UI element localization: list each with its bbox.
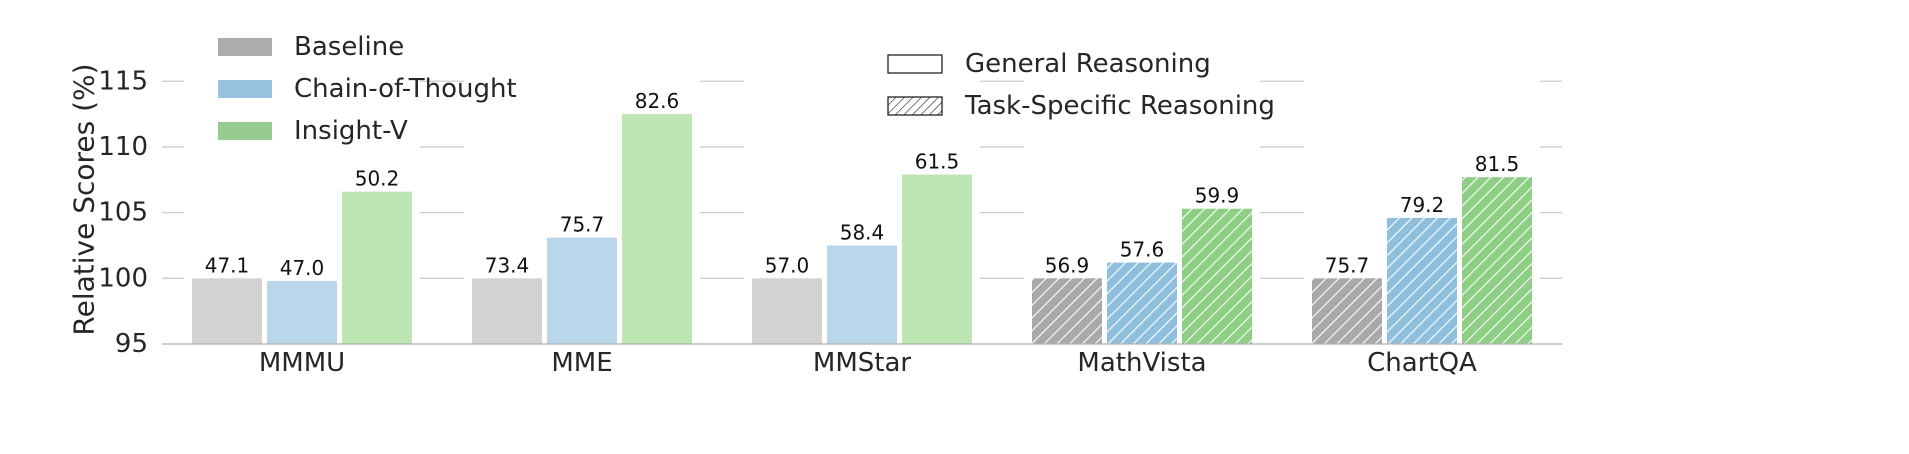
data-label-insight-v-mme: 82.6 [635, 89, 680, 113]
bar-chain-of-thought-mme [547, 237, 617, 344]
bar-insight-v-chartqa [1462, 177, 1532, 344]
bar-insight-v-mmstar [902, 174, 972, 344]
y-tick-label: 110 [98, 132, 148, 162]
x-tick-label-mmstar: MMStar [813, 348, 911, 378]
bar-baseline-mmmu [192, 278, 262, 344]
y-tick-label: 115 [98, 66, 148, 96]
bar-chain-of-thought-mmmu [267, 280, 337, 344]
legend-label-insight-v: Insight-V [294, 116, 408, 146]
legend-label-baseline: Baseline [294, 32, 404, 62]
x-tick-label-mmmu: MMMU [259, 348, 345, 378]
data-label-chain-of-thought-mathvista: 57.6 [1120, 238, 1165, 262]
bar-baseline-mme [472, 278, 542, 344]
y-tick-label: 100 [98, 263, 148, 293]
bar-baseline-mathvista [1032, 278, 1102, 344]
y-tick-label: 95 [115, 329, 148, 359]
x-tick-label-mathvista: MathVista [1077, 348, 1206, 378]
legends: Baseline Chain-of-Thought Insight-V General… [218, 32, 1275, 146]
style-legend-label-task-specific-reasoning: Task-Specific Reasoning [964, 91, 1275, 121]
bar-insight-v-mathvista [1182, 208, 1252, 344]
data-label-insight-v-mmstar: 61.5 [915, 150, 960, 174]
data-label-baseline-chartqa: 75.7 [1325, 253, 1370, 277]
data-label-baseline-mme: 73.4 [485, 253, 530, 277]
data-label-insight-v-mathvista: 59.9 [1195, 184, 1240, 208]
data-label-chain-of-thought-mmmu: 47.0 [280, 256, 325, 280]
bar-baseline-mmstar [752, 278, 822, 344]
style-legend-label-general-reasoning: General Reasoning [965, 49, 1211, 79]
legend-swatch-chain-of-thought [218, 80, 272, 98]
data-label-chain-of-thought-mmstar: 58.4 [840, 220, 885, 244]
data-label-chain-of-thought-mme: 75.7 [560, 213, 605, 237]
legend-swatch-baseline [218, 38, 272, 56]
y-axis-label: Relative Scores (%) [68, 63, 101, 335]
data-label-chain-of-thought-chartqa: 79.2 [1400, 193, 1445, 217]
x-tick-label-mme: MME [551, 348, 612, 378]
bar-insight-v-mme [622, 114, 692, 344]
style-legend-swatch-general-reasoning [887, 54, 943, 74]
y-tick-label: 105 [98, 198, 148, 228]
data-label-insight-v-mmmu: 50.2 [355, 167, 400, 191]
x-tick-label-chartqa: ChartQA [1367, 348, 1477, 378]
bar-chain-of-thought-mathvista [1107, 262, 1177, 344]
data-label-baseline-mmmu: 47.1 [205, 253, 250, 277]
data-label-baseline-mathvista: 56.9 [1045, 253, 1090, 277]
data-label-insight-v-chartqa: 81.5 [1475, 152, 1520, 176]
legend-swatch-insight-v [218, 122, 272, 140]
bar-chain-of-thought-mmstar [827, 245, 897, 344]
bar-insight-v-mmmu [342, 191, 412, 344]
bar-baseline-chartqa [1312, 278, 1382, 344]
bar-chain-of-thought-chartqa [1387, 217, 1457, 344]
style-legend-swatch-task-specific-reasoning [887, 96, 943, 116]
bars: 47.1 47.0 50.2 73.4 75.7 82.6 57.0 58.4 61.5 56.9… [184, 15, 1540, 344]
data-label-baseline-mmstar: 57.0 [765, 253, 810, 277]
legend-label-chain-of-thought: Chain-of-Thought [294, 74, 517, 104]
